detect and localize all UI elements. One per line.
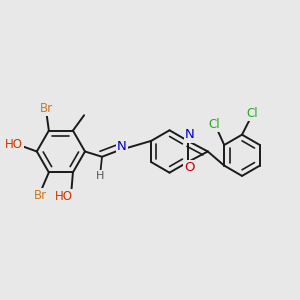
Text: N: N <box>117 140 127 153</box>
Text: HO: HO <box>55 190 73 203</box>
Text: Cl: Cl <box>247 107 258 120</box>
Text: HO: HO <box>5 138 23 151</box>
Text: N: N <box>185 128 194 142</box>
Text: O: O <box>184 161 195 175</box>
Text: Br: Br <box>40 102 53 115</box>
Text: Cl: Cl <box>209 118 220 130</box>
Text: H: H <box>95 171 104 181</box>
Text: Br: Br <box>34 189 46 202</box>
